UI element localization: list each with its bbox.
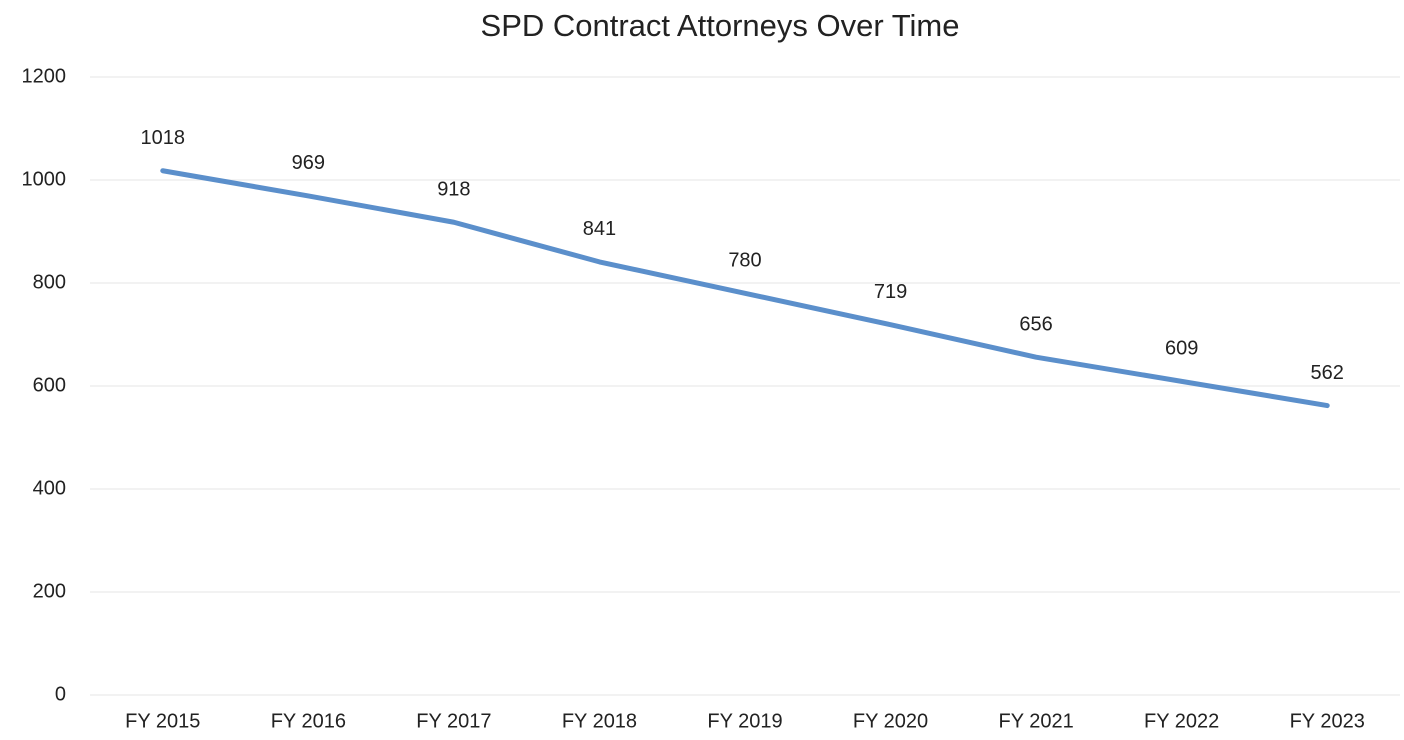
data-label: 841	[583, 218, 616, 240]
x-tick-label: FY 2022	[1144, 710, 1219, 732]
chart-title: SPD Contract Attorneys Over Time	[481, 8, 960, 43]
x-tick-label: FY 2020	[853, 710, 928, 732]
x-tick-label: FY 2016	[271, 710, 346, 732]
data-label: 656	[1019, 313, 1052, 335]
data-label: 609	[1165, 338, 1198, 360]
x-tick-label: FY 2018	[562, 710, 637, 732]
x-tick-label: FY 2015	[125, 710, 200, 732]
data-label: 719	[874, 281, 907, 303]
x-tick-label: FY 2017	[416, 710, 491, 732]
data-label: 969	[292, 152, 325, 174]
y-tick-label: 1000	[22, 168, 67, 190]
y-tick-label: 1200	[22, 65, 67, 87]
y-tick-label: 800	[33, 271, 66, 293]
x-tick-label: FY 2019	[707, 710, 782, 732]
data-label: 562	[1311, 362, 1344, 384]
x-tick-label: FY 2021	[998, 710, 1073, 732]
data-line	[160, 168, 1330, 409]
y-tick-label: 0	[55, 683, 66, 705]
data-label: 918	[437, 179, 470, 201]
data-label: 780	[728, 250, 761, 272]
x-tick-label: FY 2023	[1290, 710, 1365, 732]
y-tick-label: 200	[33, 580, 66, 602]
y-tick-label: 600	[33, 374, 66, 396]
data-label: 1018	[141, 127, 186, 149]
y-tick-label: 400	[33, 477, 66, 499]
